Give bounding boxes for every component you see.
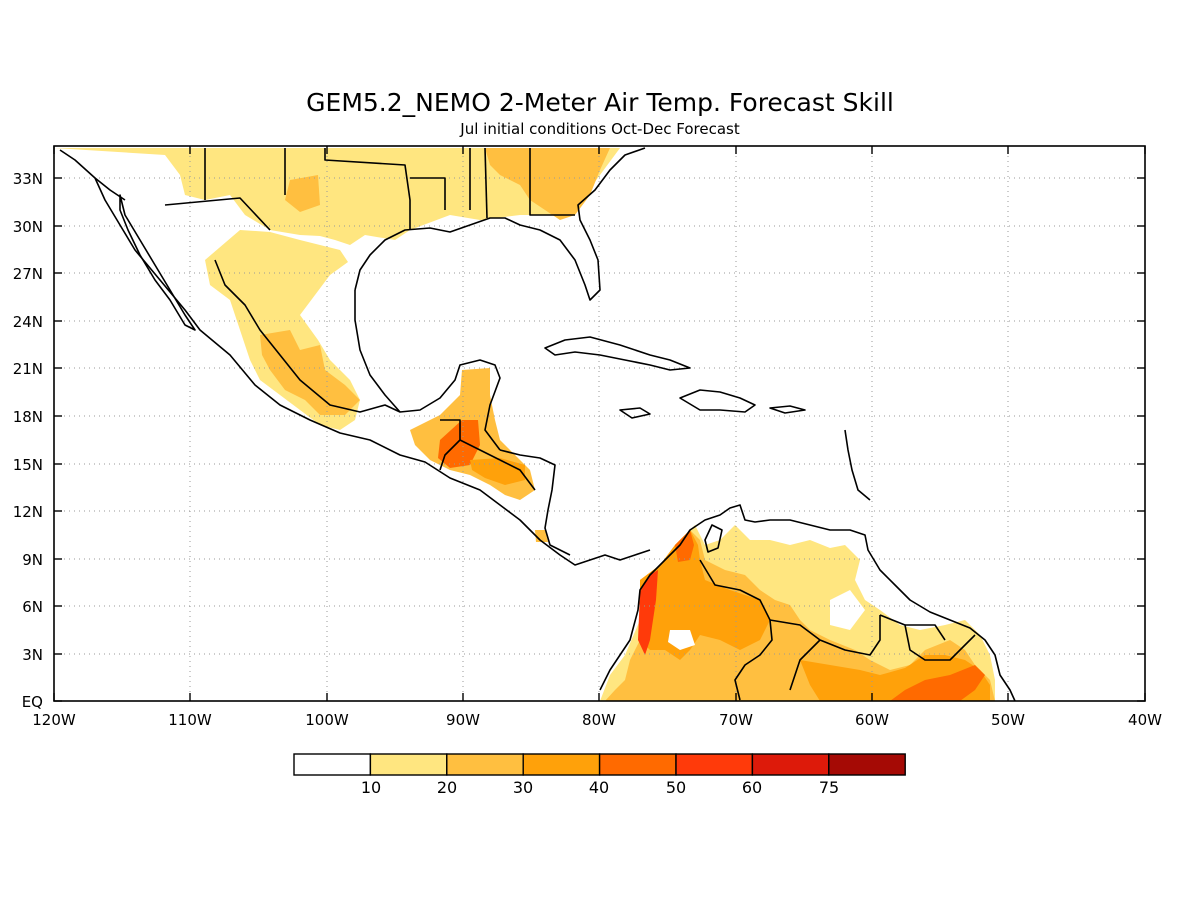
lat-tick-label: 15N [13,456,43,474]
lon-tick-label: 110W [168,711,212,729]
lon-tick-label: 120W [32,711,76,729]
colorbar-swatch [293,753,372,776]
lat-tick-label: 12N [13,503,43,521]
lat-tick-labels: EQ 3N 6N 9N 12N 15N 18N 21N 24N 27N 30N … [13,170,43,711]
skill-shading [54,148,995,701]
tick-marks [53,146,1146,702]
colorbar [293,753,906,776]
map-title: GEM5.2_NEMO 2-Meter Air Temp. Forecast S… [306,88,894,117]
lat-tick-label: 24N [13,313,43,331]
lon-tick-label: 50W [991,711,1025,729]
colorbar-label: 50 [666,778,686,797]
lon-tick-label: 80W [582,711,616,729]
colorbar-swatch [522,753,601,776]
lon-tick-label: 90W [446,711,480,729]
lat-tick-label: 30N [13,218,43,236]
shade-guatemala-red [438,420,480,468]
lon-tick-labels: 120W 110W 100W 90W 80W 70W 60W 50W 40W [32,711,1162,729]
hole-guyana [830,590,865,630]
colorbar-label: 75 [819,778,839,797]
colorbar-label: 60 [742,778,762,797]
lon-tick-label: 60W [855,711,889,729]
colorbar-swatch [446,753,524,776]
shade-colombia [640,530,770,660]
shade-usa-south [54,148,620,245]
hole-colombia [668,630,695,650]
colorbar-label: 10 [361,778,381,797]
colorbar-swatch [828,753,906,776]
colorbar-label: 30 [513,778,533,797]
colorbar-swatch [675,753,754,776]
colorbar-swatch [751,753,830,776]
colorbar-label: 40 [589,778,609,797]
colorbar-swatch [369,753,448,776]
lat-tick-label: 21N [13,360,43,378]
lat-tick-label: 18N [13,408,43,426]
lat-tick-label: 3N [22,646,43,664]
map-frame [53,145,1146,702]
shade-colombia-red [638,570,658,655]
shade-colombia-peak [675,530,694,562]
lat-tick-label: 33N [13,170,43,188]
lon-tick-label: 100W [305,711,349,729]
lat-tick-label: EQ [22,693,43,711]
lon-tick-label: 40W [1128,711,1162,729]
coastlines [59,147,1016,701]
colorbar-labels: 10 20 30 40 50 60 75 [361,778,839,797]
lat-tick-label: 9N [22,551,43,569]
shade-guiana-red [890,665,985,701]
map-subtitle: Jul initial conditions Oct-Dec Forecast [459,120,740,138]
shade-mexico-orange [260,330,360,415]
lon-tick-label: 70W [719,711,753,729]
shade-texas-spot [285,175,320,212]
colorbar-label: 20 [437,778,457,797]
lat-tick-label: 27N [13,265,43,283]
colorbar-swatch [598,753,677,776]
shade-southeast-us [485,148,610,220]
map-gridlines [54,146,1145,701]
lat-tick-label: 6N [22,598,43,616]
